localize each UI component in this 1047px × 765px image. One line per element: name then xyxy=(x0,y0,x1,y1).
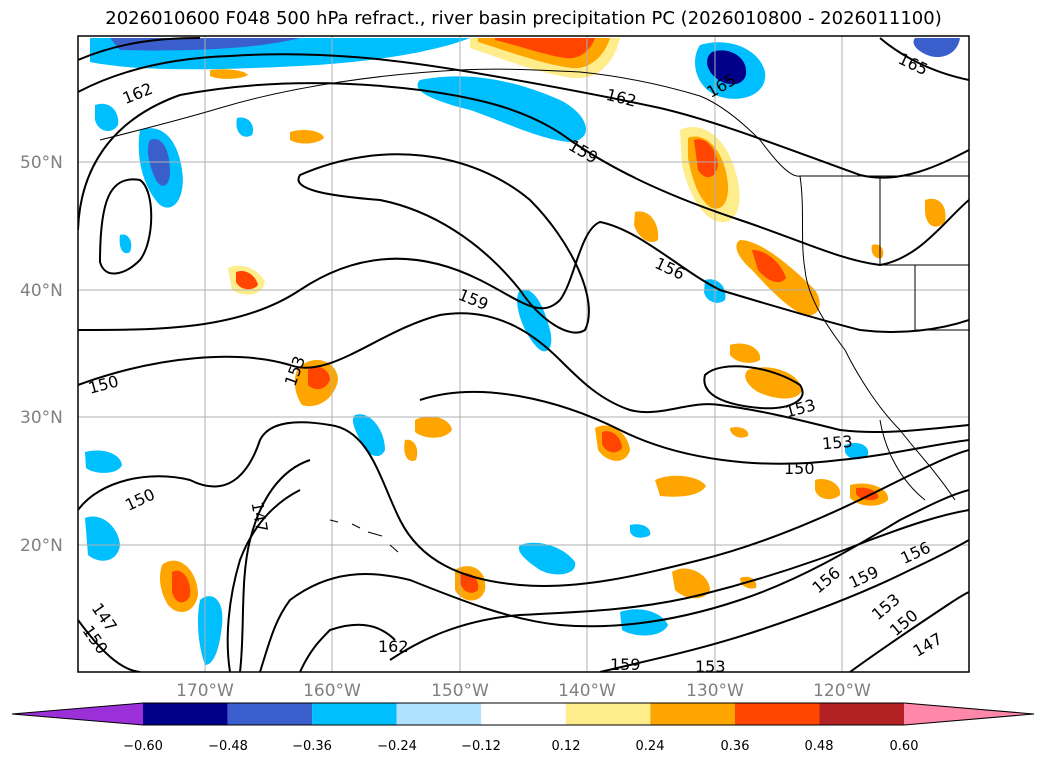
pos-anomaly-m5 xyxy=(815,479,841,500)
colorbar-tick-label: −0.60 xyxy=(123,739,163,754)
contour-153 xyxy=(78,312,969,434)
colorbar-tick-label: 0.24 xyxy=(636,739,665,754)
contour-label: 150 xyxy=(784,459,815,478)
colorbar-segment xyxy=(819,703,905,725)
colorbar-segment xyxy=(396,703,482,725)
lat-label: 40°N xyxy=(20,281,63,301)
pos-anomaly-s2 xyxy=(672,568,710,599)
colorbar-segment xyxy=(734,703,820,725)
colorbar-segment xyxy=(12,703,143,725)
contour-south-c xyxy=(389,509,969,661)
neg-anomaly-mid2 xyxy=(352,414,385,457)
colorbar-segment xyxy=(481,703,566,725)
pos-anomaly-n3 xyxy=(925,198,946,227)
lat-label: 50°N xyxy=(20,153,63,173)
contour-162-north xyxy=(78,53,969,179)
contour-label: 153 xyxy=(821,432,853,454)
contour-south-d xyxy=(599,539,969,672)
lon-label: 140°W xyxy=(558,681,616,701)
contour-150 xyxy=(78,421,969,587)
gridlines xyxy=(78,36,969,672)
colorbar-ticks: −0.60 −0.48 −0.36 −0.24 −0.12 0.12 0.24 … xyxy=(123,739,918,754)
colorbar-tick-label: −0.48 xyxy=(208,739,248,754)
lon-axis-labels: 170°W 160°W 150°W 140°W 130°W 120°W xyxy=(176,681,871,701)
colorbar-segment xyxy=(143,703,228,725)
pos-anomaly-m6-core xyxy=(856,487,879,501)
contour-loop-nw xyxy=(98,178,153,275)
colorbar-tick-label: 0.60 xyxy=(890,739,919,754)
contour-south-a xyxy=(226,489,301,672)
neg-anomaly-e3 xyxy=(630,524,651,538)
colorbar-tick-label: 0.12 xyxy=(552,739,581,754)
lon-label: 160°W xyxy=(303,681,361,701)
colorbar-tick-label: −0.24 xyxy=(377,739,417,754)
colorbar-tick-label: 0.36 xyxy=(721,739,750,754)
neg-anomaly-e4 xyxy=(119,234,132,254)
pos-anomaly-w2-core xyxy=(308,366,330,390)
neg-anomaly-bc-core xyxy=(707,50,747,85)
hawaii xyxy=(329,519,399,553)
pos-anomaly-w1-core xyxy=(236,270,258,290)
colorbar-segment xyxy=(227,703,313,725)
pos-anomaly-misc2 xyxy=(210,69,248,79)
baja xyxy=(879,419,926,501)
lat-label: 30°N xyxy=(20,408,63,428)
lat-label: 20°N xyxy=(20,536,63,556)
neg-anomaly-s3 xyxy=(197,596,223,665)
neg-anomaly-nw xyxy=(95,103,119,132)
colorbar-segment xyxy=(565,703,651,725)
colorbar-segments xyxy=(11,702,1035,726)
contours xyxy=(78,37,969,672)
contour-label: 153 xyxy=(695,657,726,676)
pos-anomaly-m4 xyxy=(655,475,706,497)
pos-anomaly-coast-core xyxy=(694,139,718,178)
neg-anomaly-s1 xyxy=(518,542,576,575)
precip-anomaly-fill xyxy=(85,38,960,665)
pos-anomaly-misc1 xyxy=(290,130,324,144)
neg-anomaly-e2 xyxy=(845,443,869,460)
contour-south-b xyxy=(259,489,969,672)
lon-label: 120°W xyxy=(813,681,871,701)
contour-165-north xyxy=(78,37,969,81)
pos-anomaly-m1-core xyxy=(602,431,622,453)
contour-159-mid xyxy=(78,82,969,267)
contour-150-inner xyxy=(419,390,969,465)
colorbar-segment xyxy=(904,703,1034,725)
pos-anomaly-n2 xyxy=(634,211,659,243)
contour-south-e xyxy=(849,591,969,672)
pos-anomaly-s3-core xyxy=(172,570,191,603)
colorbar-tick-label: −0.36 xyxy=(292,739,332,754)
lat-axis-labels: 50°N 40°N 30°N 20°N xyxy=(20,153,63,556)
pos-anomaly-north-core xyxy=(495,38,595,59)
chart-title: 2026010600 F048 500 hPa refract., river … xyxy=(105,8,942,29)
colorbar-segment xyxy=(312,703,397,725)
contour-label: 159 xyxy=(610,655,641,674)
contour-label: 162 xyxy=(378,637,409,656)
lon-label: 130°W xyxy=(686,681,744,701)
lon-label: 170°W xyxy=(176,681,234,701)
colorbar-tick-label: −0.12 xyxy=(461,739,501,754)
pos-anomaly-coast2-core xyxy=(752,250,786,283)
colorbar-outline xyxy=(11,702,1035,726)
map-frame xyxy=(77,35,970,673)
contour-se-loop xyxy=(703,365,804,410)
contour-loop-center xyxy=(297,153,590,334)
pos-anomaly-m2 xyxy=(730,343,761,363)
colorbar-segment xyxy=(650,703,735,725)
contour-south-f xyxy=(299,623,396,672)
neg-anomaly-sw xyxy=(85,516,120,561)
colorbar: −0.60 −0.48 −0.36 −0.24 −0.12 0.12 0.24 … xyxy=(11,702,1035,754)
neg-anomaly-mid3 xyxy=(85,450,122,473)
neg-anomaly-ne xyxy=(913,38,960,58)
colorbar-tick-label: 0.48 xyxy=(805,739,834,754)
contour-156 xyxy=(78,220,969,333)
pos-anomaly-w4 xyxy=(404,439,418,461)
pos-anomaly-m3 xyxy=(745,367,802,399)
neg-anomaly-e5 xyxy=(236,117,254,137)
lon-label: 150°W xyxy=(431,681,489,701)
pos-anomaly-misc3 xyxy=(730,427,749,438)
pos-anomaly-w3 xyxy=(415,416,452,438)
